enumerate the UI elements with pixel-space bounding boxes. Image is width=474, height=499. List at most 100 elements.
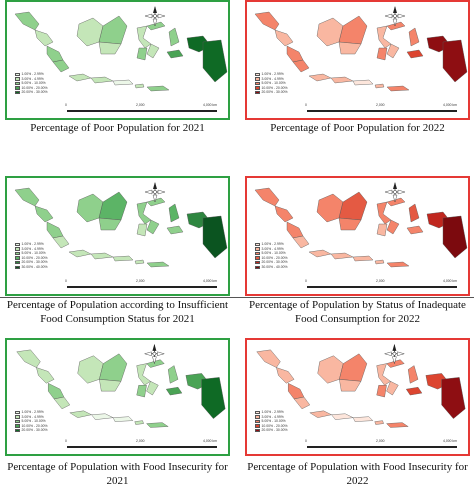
scale-label-end: 4,000 km bbox=[203, 439, 217, 443]
legend-entry: 5.00% - 10.00% bbox=[255, 419, 288, 424]
map-legend: 1.00% - 2.99% 3.00% - 4.99% 5.00% - 10.00%… bbox=[15, 410, 48, 433]
legend-swatch bbox=[255, 90, 260, 95]
scale-label-zero: 0 bbox=[65, 439, 67, 443]
legend-swatch bbox=[255, 260, 260, 265]
scale-label-end: 4,000 km bbox=[203, 279, 217, 283]
indonesia-map bbox=[14, 182, 228, 268]
legend-entry: 1.00% - 2.99% bbox=[255, 410, 288, 415]
province-region bbox=[406, 225, 424, 235]
legend-label: 20.00% - 30.00% bbox=[21, 428, 48, 433]
map-caption: Percentage of Poor Population for 2021 bbox=[30, 122, 205, 134]
indonesia-map bbox=[256, 343, 466, 428]
legend-label: 10.00% - 20.00% bbox=[21, 85, 48, 90]
legend-swatch bbox=[255, 77, 260, 81]
legend-swatch bbox=[15, 77, 20, 81]
legend-label: 5.00% - 10.00% bbox=[21, 81, 46, 86]
legend-label: 5.00% - 10.00% bbox=[261, 419, 286, 424]
province-region bbox=[274, 205, 294, 223]
scale-bar bbox=[307, 286, 457, 288]
legend-swatch bbox=[15, 242, 20, 246]
legend-entry: 20.00% - 30.00% bbox=[255, 260, 288, 265]
north-arrow-icon bbox=[143, 343, 165, 365]
province-region bbox=[112, 79, 134, 86]
province-region bbox=[374, 259, 385, 265]
legend-entry: 3.00% - 4.99% bbox=[255, 415, 288, 420]
indonesia-map bbox=[16, 343, 226, 428]
province-region bbox=[292, 235, 310, 249]
province-region bbox=[254, 11, 280, 31]
province-region bbox=[98, 191, 128, 221]
scale-label-mid: 2,000 bbox=[136, 103, 145, 107]
province-region bbox=[90, 252, 114, 260]
legend-swatch bbox=[15, 90, 20, 95]
province-region bbox=[36, 367, 55, 384]
scale-label-end: 4,000 km bbox=[443, 279, 457, 283]
scale-bar bbox=[67, 286, 217, 288]
province-region bbox=[134, 420, 144, 425]
legend-label: 20.00% - 30.00% bbox=[261, 90, 288, 95]
province-region bbox=[338, 15, 368, 45]
province-region bbox=[274, 29, 294, 47]
province-region bbox=[331, 413, 354, 420]
province-region bbox=[34, 29, 54, 47]
legend-swatch bbox=[15, 251, 20, 256]
legend-entry: 20.00% - 30.00% bbox=[255, 428, 288, 433]
legend-label: 30.00% - 40.00% bbox=[261, 264, 288, 269]
legend-swatch bbox=[255, 247, 260, 251]
province-region bbox=[46, 45, 64, 63]
province-region bbox=[374, 420, 384, 425]
map-legend: 1.00% - 2.99% 3.00% - 4.99% 5.00% - 10.00%… bbox=[15, 72, 48, 95]
map-legend: 1.00% - 2.99% 3.00% - 4.99% 5.00% - 10.00%… bbox=[255, 72, 288, 95]
province-region bbox=[352, 416, 374, 422]
legend-swatch bbox=[255, 265, 260, 269]
legend-swatch bbox=[15, 260, 20, 265]
province-region bbox=[442, 39, 468, 83]
province-region bbox=[166, 225, 184, 235]
legend-swatch bbox=[255, 424, 260, 428]
legend-swatch bbox=[15, 72, 20, 76]
indonesia-map bbox=[254, 6, 468, 92]
province-region bbox=[308, 73, 332, 82]
legend-swatch bbox=[255, 410, 260, 414]
scale-label-mid: 2,000 bbox=[136, 439, 145, 443]
scale-bar bbox=[307, 110, 457, 112]
legend-entry: 10.00% - 20.00% bbox=[255, 424, 288, 429]
legend-label: 10.00% - 20.00% bbox=[21, 423, 48, 428]
province-region bbox=[99, 353, 128, 382]
north-arrow-icon bbox=[384, 182, 406, 203]
province-region bbox=[68, 249, 92, 258]
legend-entry: 30.00% - 40.00% bbox=[255, 265, 288, 270]
province-region bbox=[386, 85, 410, 92]
province-region bbox=[166, 49, 184, 59]
scale-bar bbox=[307, 446, 457, 448]
province-region bbox=[136, 201, 152, 225]
province-region bbox=[374, 83, 385, 89]
map-caption: Percentage of Poor Population for 2022 bbox=[270, 122, 445, 134]
scale-label-end: 4,000 km bbox=[443, 103, 457, 107]
legend-entry: 1.00% - 2.99% bbox=[255, 72, 288, 77]
province-region bbox=[146, 85, 170, 92]
province-region bbox=[352, 79, 374, 86]
legend-swatch bbox=[15, 265, 20, 269]
legend-entry: 1.00% - 2.99% bbox=[15, 242, 48, 247]
map-caption: Percentage of Population with Food Insec… bbox=[7, 461, 228, 487]
province-region bbox=[136, 385, 147, 398]
province-region bbox=[386, 197, 406, 207]
province-region bbox=[146, 219, 160, 235]
province-region bbox=[386, 381, 399, 396]
legend-entry: 1.00% - 2.99% bbox=[15, 72, 48, 77]
legend-label: 1.00% - 2.99% bbox=[261, 242, 284, 246]
province-region bbox=[14, 11, 40, 31]
legend-label: 20.00% - 30.00% bbox=[21, 260, 48, 265]
legend-swatch bbox=[15, 428, 20, 433]
province-region bbox=[52, 59, 70, 73]
legend-entry: 20.00% - 30.00% bbox=[15, 428, 48, 433]
legend-entry: 5.00% - 10.00% bbox=[15, 419, 48, 424]
scale-bar bbox=[67, 110, 217, 112]
scale-label-zero: 0 bbox=[305, 103, 307, 107]
map-caption: Percentage of Population with Food Insec… bbox=[247, 461, 468, 487]
map-legend: 1.00% - 2.99% 3.00% - 4.99% 5.00% - 10.00%… bbox=[255, 410, 288, 433]
legend-entry: 10.00% - 20.00% bbox=[15, 424, 48, 429]
province-region bbox=[330, 76, 354, 84]
legend-swatch bbox=[255, 415, 260, 419]
